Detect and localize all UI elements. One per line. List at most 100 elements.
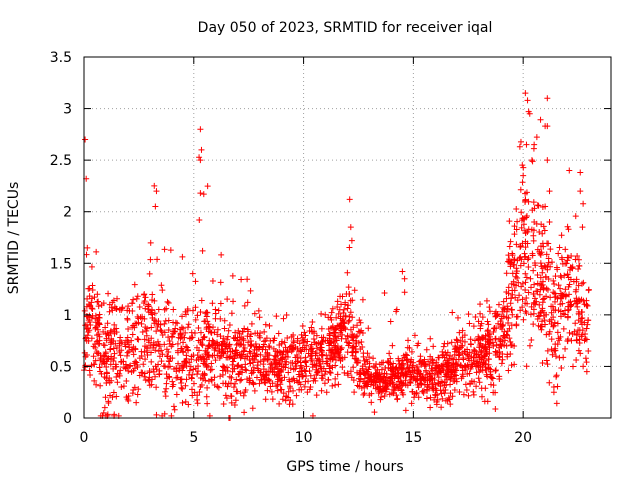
data-point [498, 313, 505, 320]
data-point [576, 262, 583, 269]
data-point [511, 361, 518, 368]
data-point [96, 340, 103, 347]
data-point [283, 312, 290, 319]
data-point [499, 338, 506, 345]
data-point [125, 325, 132, 332]
data-point [547, 246, 554, 253]
data-point [144, 325, 151, 332]
data-point [252, 330, 259, 337]
data-point [309, 361, 316, 368]
data-point [463, 351, 470, 358]
data-point [454, 314, 461, 321]
y-tick-label: 0 [63, 411, 72, 427]
data-point [448, 369, 455, 376]
data-point [301, 329, 308, 336]
data-point [550, 389, 557, 396]
data-point [543, 357, 550, 364]
data-point [123, 352, 130, 359]
data-point [124, 307, 131, 314]
data-point [194, 400, 201, 407]
data-point [344, 339, 351, 346]
data-point [313, 341, 320, 348]
data-point [539, 296, 546, 303]
data-point [477, 301, 484, 308]
data-point [147, 309, 154, 316]
data-point [513, 241, 520, 248]
data-point [544, 286, 551, 293]
data-point [84, 332, 91, 339]
data-point [562, 286, 569, 293]
data-point [156, 367, 163, 374]
data-point [104, 320, 111, 327]
data-point [336, 322, 343, 329]
data-point [575, 265, 582, 272]
data-point [472, 363, 479, 370]
data-point [332, 375, 339, 382]
data-point [487, 381, 494, 388]
data-point [118, 307, 125, 314]
data-point [170, 381, 177, 388]
data-point [476, 335, 483, 342]
data-point [430, 387, 437, 394]
data-point [275, 330, 282, 337]
data-point [290, 339, 297, 346]
data-point [514, 297, 521, 304]
data-point [230, 335, 237, 342]
data-point [290, 331, 297, 338]
data-point [88, 362, 95, 369]
data-point [363, 356, 370, 363]
data-point [531, 205, 538, 212]
data-point [154, 256, 161, 263]
data-point [319, 358, 326, 365]
data-point [387, 318, 394, 325]
data-point [507, 338, 514, 345]
data-point [513, 226, 520, 233]
data-point [475, 375, 482, 382]
data-point [409, 388, 416, 395]
data-point [230, 358, 237, 365]
data-point [230, 384, 237, 391]
data-point [496, 373, 503, 380]
data-point [525, 255, 532, 262]
data-point [106, 379, 113, 386]
data-point [513, 270, 520, 277]
data-point [198, 146, 205, 153]
data-point [504, 351, 511, 358]
data-point [330, 335, 337, 342]
data-point [542, 273, 549, 280]
data-point [174, 340, 181, 347]
data-point [473, 369, 480, 376]
data-point [404, 344, 411, 351]
data-point [370, 355, 377, 362]
data-point [440, 343, 447, 350]
data-point [514, 275, 521, 282]
data-point [182, 398, 189, 405]
data-point [543, 251, 550, 258]
data-point [113, 329, 120, 336]
data-point [537, 286, 544, 293]
data-point [504, 328, 511, 335]
data-point [212, 310, 219, 317]
data-point [136, 303, 143, 310]
data-point [372, 385, 379, 392]
data-point [154, 338, 161, 345]
data-point [111, 321, 118, 328]
data-point [525, 263, 532, 270]
data-point [517, 138, 524, 145]
data-point [573, 276, 580, 283]
data-point [296, 379, 303, 386]
data-point [468, 341, 475, 348]
data-point [185, 401, 192, 408]
data-point [204, 345, 211, 352]
data-point [505, 284, 512, 291]
data-point [177, 376, 184, 383]
data-point [141, 336, 148, 343]
data-point [427, 404, 434, 411]
data-point [256, 380, 263, 387]
data-point [473, 383, 480, 390]
data-point [345, 318, 352, 325]
data-point [236, 330, 243, 337]
data-point [388, 390, 395, 397]
data-point [212, 345, 219, 352]
data-point [226, 345, 233, 352]
